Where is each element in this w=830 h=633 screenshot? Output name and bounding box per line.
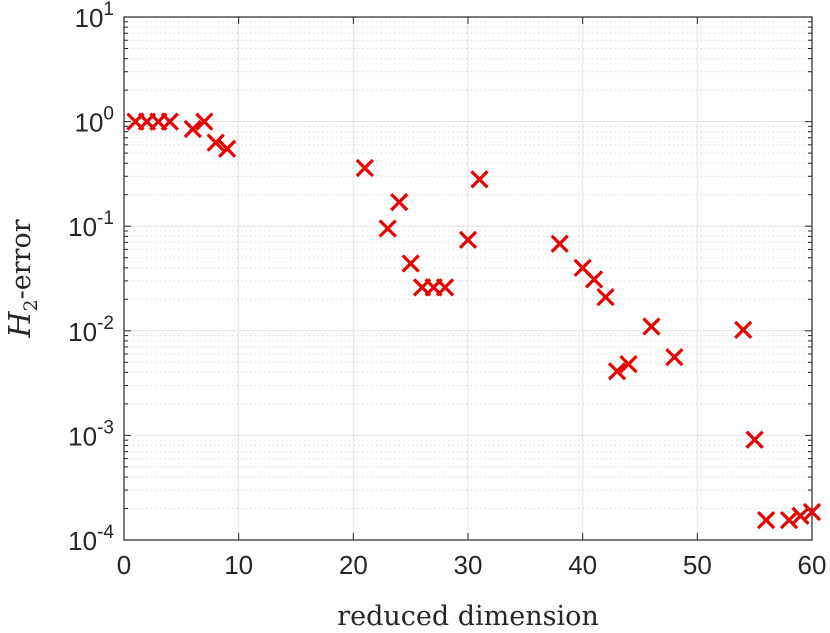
data-point-marker [206,133,225,152]
data-point-marker [378,219,397,238]
x-tick-label: 30 [454,550,483,580]
y-axis-title: H2-error [3,219,42,338]
x-tick-label: 50 [683,550,712,580]
data-point-marker [779,510,799,530]
y-axis-title-symbol: H [3,311,38,339]
data-markers [126,112,822,530]
data-point-marker [585,270,604,289]
x-tick-label: 40 [568,550,597,580]
data-point-marker [401,254,420,273]
y-tick-label-power: -2 [97,313,114,334]
y-tick-label: 10-1 [68,208,114,242]
y-tick-label: 101 [75,0,115,33]
data-point-marker [745,430,764,449]
data-point-marker [183,119,202,139]
y-tick-label-base: 10 [75,3,104,33]
y-tick-label-power: -1 [97,208,114,229]
data-point-marker [734,320,753,340]
y-tick-label-base: 10 [68,421,97,451]
y-tick-label-base: 10 [68,526,97,556]
x-tick-label: 0 [117,550,131,580]
x-tick-label: 60 [798,550,827,580]
y-tick-label-base: 10 [75,108,104,138]
data-point-marker [355,158,374,178]
data-point-marker [791,506,810,526]
x-axis-title: reduced dimension [337,601,599,632]
y-tick-label-power: 1 [103,0,114,20]
x-tick-label: 10 [224,550,253,580]
data-point-marker [757,510,776,530]
data-point-marker [802,502,822,522]
x-tick-label: 20 [339,550,368,580]
data-point-marker [642,317,661,336]
data-point-marker [195,112,214,131]
major-grid [123,16,813,541]
y-tick-label-power: -3 [97,417,114,438]
tick-marks [123,16,813,541]
data-point-marker [470,170,489,189]
data-point-marker [218,139,237,158]
data-point-marker [607,362,627,381]
y-axis-title-suffix: -error [6,219,37,299]
data-point-marker [596,287,615,307]
y-tick-label-base: 10 [68,212,97,242]
data-point-marker [435,278,455,297]
data-point-marker [160,112,179,131]
data-point-marker [619,355,638,374]
y-tick-label-base: 10 [68,317,97,347]
data-point-marker [550,234,569,253]
y-tick-label: 100 [75,104,115,138]
y-tick-label: 10-2 [68,313,114,347]
y-tick-label-power: 0 [103,104,114,125]
data-point-marker [665,348,684,367]
data-point-marker [458,230,478,250]
data-point-marker [390,192,409,212]
y-tick-label-power: -4 [97,522,114,543]
y-axis-title-subscript: 2 [20,299,42,311]
x-tick-labels: 0 10 20 30 40 50 60 [117,550,827,580]
y-tick-label: 10-3 [68,417,114,451]
y-tick-label: 10-4 [68,522,114,556]
